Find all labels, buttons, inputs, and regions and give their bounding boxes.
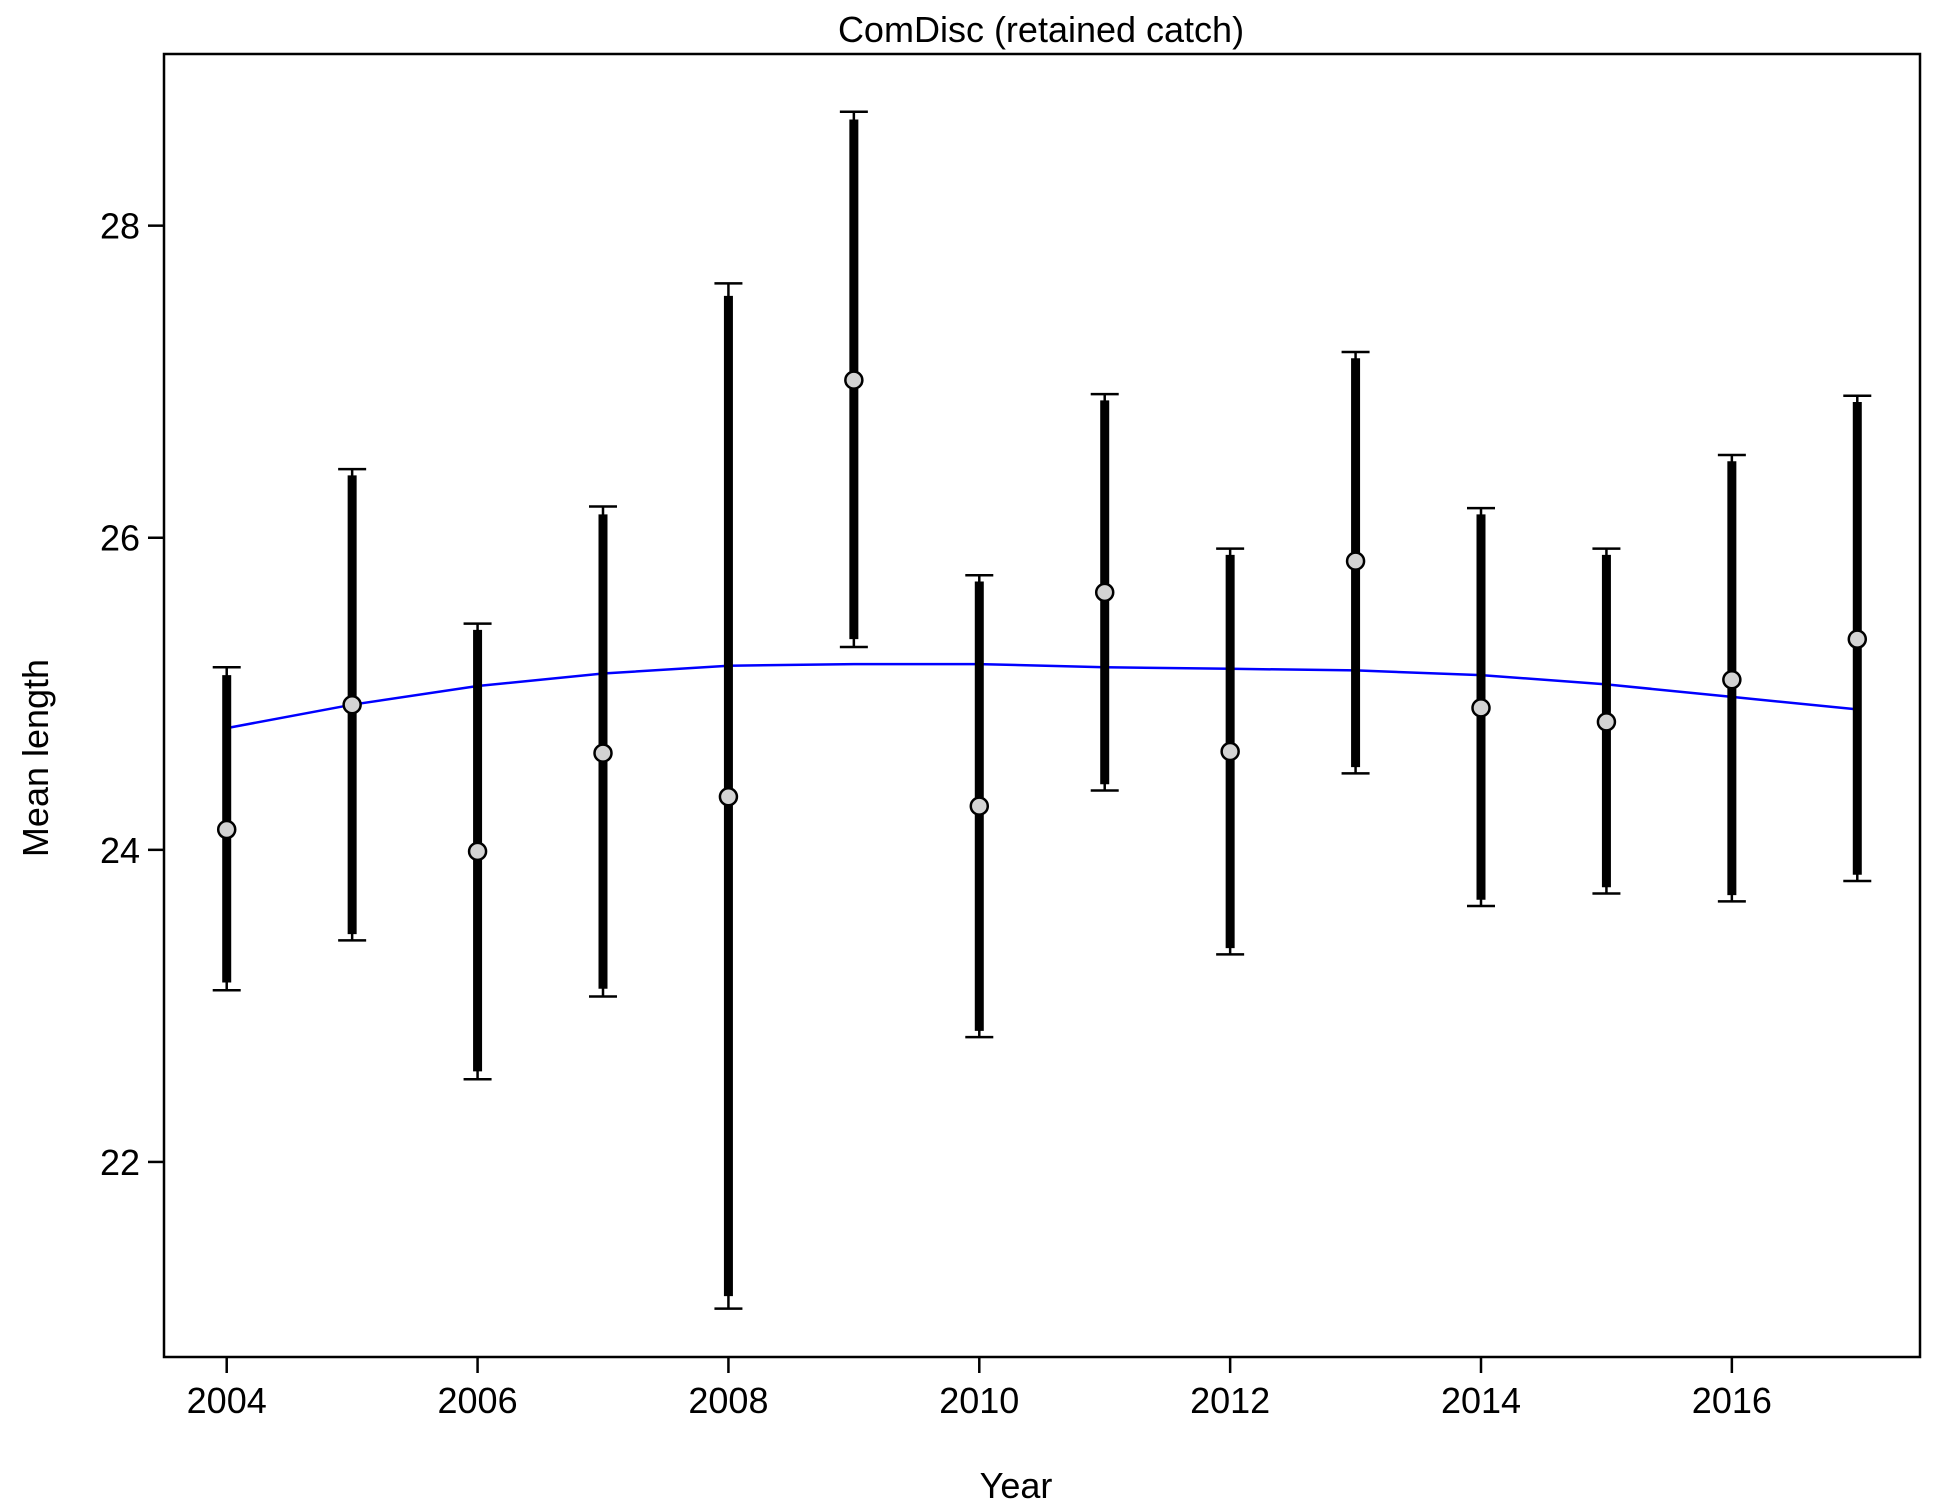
x-tick-label: 2008	[688, 1380, 768, 1421]
data-point	[969, 796, 990, 816]
y-tick-label: 28	[100, 206, 140, 247]
y-tick-label: 26	[100, 518, 140, 559]
data-point	[1722, 670, 1742, 690]
chart-title: ComDisc (retained catch)	[838, 9, 1244, 50]
x-tick-label: 2014	[1441, 1380, 1521, 1421]
data-point	[1094, 582, 1115, 603]
x-tick-label: 2006	[438, 1380, 518, 1421]
errorbar-layer	[212, 110, 1872, 1310]
x-axis-label: Year	[980, 1465, 1053, 1500]
data-point	[1471, 698, 1491, 718]
plot-frame	[162, 52, 1922, 1359]
x-tick-label: 2016	[1692, 1380, 1772, 1421]
data-point	[216, 819, 237, 840]
trend-layer	[226, 662, 1858, 730]
x-axis: 2004 2006 2008 2010 2012 2014 2016	[187, 1357, 1772, 1421]
data-point	[593, 743, 613, 763]
data-point	[342, 694, 362, 715]
point-layer	[216, 370, 1868, 862]
x-tick-label: 2012	[1190, 1380, 1270, 1421]
data-point	[1345, 551, 1366, 571]
data-point	[1596, 712, 1617, 732]
y-axis: 22 24 26 28	[100, 206, 164, 1183]
y-tick-label: 22	[100, 1142, 140, 1183]
data-point	[1220, 741, 1240, 762]
x-tick-label: 2004	[187, 1380, 267, 1421]
trend-line	[226, 662, 1858, 730]
data-point	[467, 841, 488, 862]
data-point	[1847, 629, 1868, 649]
y-axis-label: Mean length	[15, 659, 56, 857]
data-point	[844, 370, 864, 390]
y-tick-label: 24	[100, 830, 140, 871]
data-point	[718, 787, 739, 807]
x-tick-label: 2010	[939, 1380, 1019, 1421]
